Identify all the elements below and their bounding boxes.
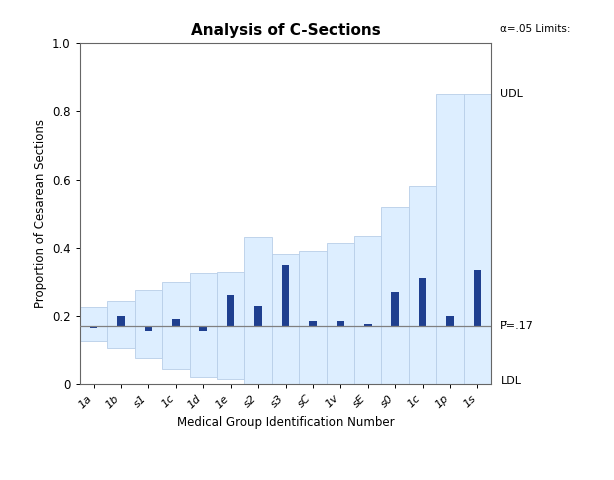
- Bar: [364, 324, 371, 326]
- Bar: [336, 321, 344, 326]
- Bar: [409, 186, 437, 384]
- Bar: [117, 316, 125, 326]
- Bar: [217, 272, 244, 379]
- Bar: [299, 251, 327, 384]
- Bar: [190, 273, 217, 377]
- Text: α=.05 Limits:: α=.05 Limits:: [500, 24, 571, 34]
- Bar: [282, 264, 289, 326]
- Bar: [162, 282, 190, 369]
- Bar: [90, 326, 98, 328]
- Text: UDL: UDL: [500, 89, 523, 99]
- Bar: [354, 236, 381, 384]
- Bar: [272, 254, 299, 384]
- Bar: [172, 319, 180, 326]
- Bar: [107, 300, 134, 348]
- Bar: [144, 326, 152, 331]
- Bar: [381, 207, 409, 384]
- Bar: [464, 95, 491, 384]
- Bar: [309, 321, 317, 326]
- Bar: [437, 95, 464, 384]
- X-axis label: Medical Group Identification Number: Medical Group Identification Number: [177, 416, 394, 429]
- Bar: [446, 316, 454, 326]
- Bar: [200, 326, 207, 331]
- Bar: [254, 306, 262, 326]
- Title: Analysis of C-Sections: Analysis of C-Sections: [190, 23, 381, 38]
- Bar: [391, 292, 399, 326]
- Bar: [134, 290, 162, 359]
- Y-axis label: Proportion of Cesarean Sections: Proportion of Cesarean Sections: [34, 119, 47, 308]
- Bar: [473, 270, 481, 326]
- Bar: [327, 242, 354, 384]
- Bar: [227, 295, 235, 326]
- Bar: [80, 307, 107, 341]
- Text: P̅=.17: P̅=.17: [500, 321, 534, 331]
- Text: LDL: LDL: [500, 375, 521, 385]
- Bar: [419, 278, 427, 326]
- Bar: [244, 238, 272, 384]
